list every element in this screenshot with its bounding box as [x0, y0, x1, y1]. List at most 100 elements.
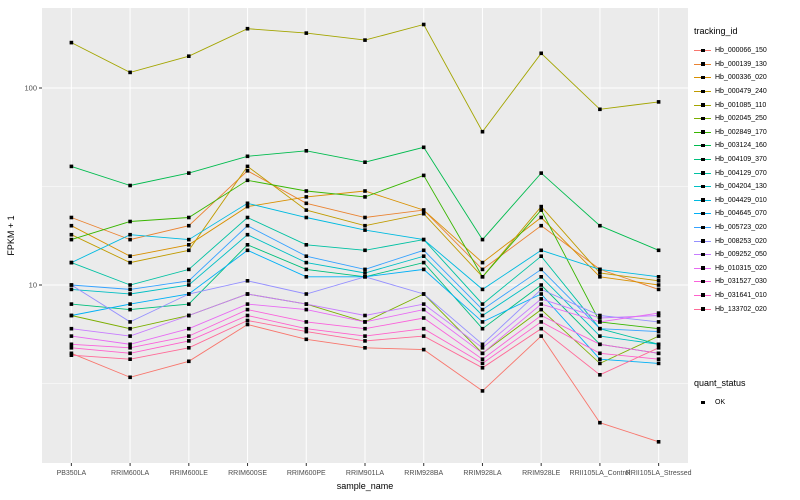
data-point	[656, 326, 661, 331]
data-point	[480, 351, 485, 356]
data-point	[245, 169, 250, 173]
legend-item-label: Hb_004109_370	[715, 156, 767, 164]
legend-key-point	[701, 62, 705, 66]
data-point	[363, 320, 367, 324]
data-point	[245, 279, 250, 283]
legend-key-icon	[694, 168, 711, 179]
data-point	[363, 275, 367, 279]
legend-item-Hb_004109_370: Hb_004109_370	[694, 153, 798, 167]
data-point	[304, 260, 309, 265]
data-point	[421, 302, 426, 306]
legend-key-icon	[694, 140, 711, 151]
data-point	[304, 31, 309, 35]
legend-key-icon	[694, 276, 711, 287]
legend-item-Hb_010315_020: Hb_010315_020	[694, 262, 798, 276]
data-point	[69, 346, 74, 350]
data-point	[421, 254, 426, 258]
legend-key-icon	[694, 222, 711, 233]
data-point	[480, 313, 485, 318]
x-tick-label: RRIM600PE	[287, 470, 326, 477]
data-point	[539, 171, 543, 175]
data-point	[245, 201, 250, 206]
data-point	[656, 283, 661, 287]
data-point	[421, 211, 426, 216]
data-point	[656, 351, 661, 356]
data-point	[128, 320, 132, 324]
data-point	[128, 342, 132, 347]
data-point	[245, 215, 250, 220]
quant-key-point	[701, 400, 705, 405]
legend-key-point	[701, 184, 705, 189]
data-point	[598, 313, 602, 318]
data-point	[421, 237, 426, 242]
data-point	[304, 292, 309, 296]
legend-item-label: Hb_000066_150	[715, 47, 767, 55]
data-point	[128, 70, 132, 75]
legend-item-label: Hb_004204_130	[715, 183, 767, 191]
data-point	[656, 361, 661, 366]
legend-tracking-items: Hb_000066_150 Hb_000139_130 Hb_000336_020 H…	[694, 44, 798, 316]
data-point	[128, 260, 132, 265]
data-point	[363, 223, 367, 228]
legend-item-Hb_005723_020: Hb_005723_020	[694, 221, 798, 235]
data-point	[656, 248, 661, 253]
data-point	[480, 275, 485, 279]
data-point	[128, 292, 132, 296]
legend-item-Hb_004129_070: Hb_004129_070	[694, 166, 798, 180]
legend-item-Hb_004645_070: Hb_004645_070	[694, 207, 798, 221]
data-point	[245, 204, 250, 209]
data-point	[128, 326, 132, 331]
data-point	[539, 248, 543, 253]
data-point	[128, 183, 132, 188]
data-point	[69, 334, 74, 338]
legend-item-label: Hb_000139_130	[715, 60, 767, 68]
legend-item-label: Hb_031641_010	[715, 291, 767, 299]
legend-item-label: Hb_005723_020	[715, 224, 767, 232]
data-point	[480, 366, 485, 370]
legend-item-Hb_004429_010: Hb_004429_010	[694, 194, 798, 208]
data-point	[539, 204, 543, 209]
data-point	[128, 351, 132, 356]
data-point	[421, 292, 426, 296]
legend-item-label: Hb_001085_110	[715, 101, 767, 109]
legend-item-label: Hb_010315_020	[715, 264, 767, 272]
legend-item-label: Hb_009252_050	[715, 251, 767, 259]
legend-key-point	[701, 157, 705, 162]
data-point	[69, 40, 74, 45]
data-point	[187, 248, 191, 253]
data-point	[656, 320, 661, 324]
data-point	[304, 215, 309, 220]
data-point	[656, 279, 661, 283]
legend-key-point	[701, 279, 705, 284]
legend-key-point	[701, 211, 705, 216]
data-point	[421, 307, 426, 312]
data-point	[421, 316, 426, 320]
data-point	[128, 232, 132, 237]
data-point	[363, 248, 367, 253]
legend-key-icon	[694, 195, 711, 206]
data-point	[245, 302, 250, 306]
data-point	[598, 334, 602, 338]
data-point	[128, 237, 132, 242]
legend-key-point	[701, 252, 705, 257]
data-point	[245, 232, 250, 237]
legend-key-icon	[694, 45, 711, 56]
y-tick-label: 10	[29, 281, 37, 290]
data-point	[656, 311, 661, 315]
legend-item-Hb_002045_250: Hb_002045_250	[694, 112, 798, 126]
quant-key-icon	[694, 397, 711, 408]
legend-key-icon	[694, 154, 711, 165]
legend-key-icon	[694, 236, 711, 247]
data-point	[480, 307, 485, 312]
data-point	[69, 302, 74, 306]
data-point	[539, 320, 543, 324]
legend-item-Hb_000139_130: Hb_000139_130	[694, 58, 798, 72]
data-point	[245, 313, 250, 318]
x-tick-label: RRII105LA_Stressed	[626, 470, 692, 477]
legend-key-icon	[694, 263, 711, 274]
data-point	[421, 326, 426, 331]
data-point	[128, 283, 132, 287]
data-point	[598, 223, 602, 228]
data-point	[187, 313, 191, 318]
